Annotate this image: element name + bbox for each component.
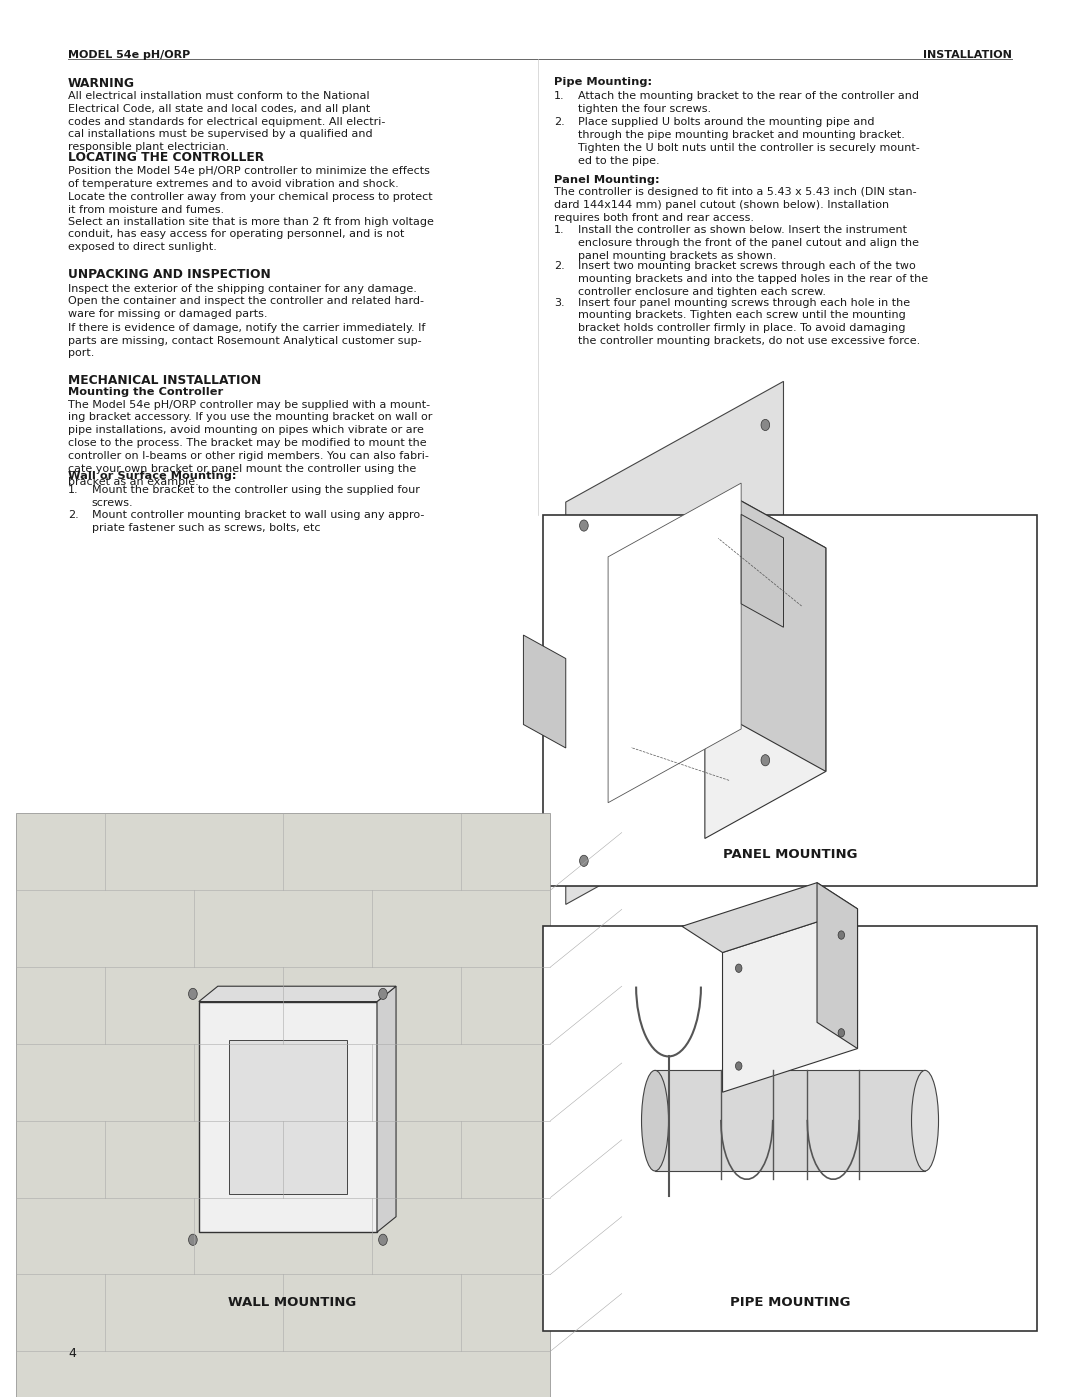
Text: bracket holds controller firmly in place. To avoid damaging: bracket holds controller firmly in place… (578, 323, 905, 334)
Text: pipe installations, avoid mounting on pipes which vibrate or are: pipe installations, avoid mounting on pi… (68, 425, 424, 436)
Text: tighten the four screws.: tighten the four screws. (578, 103, 711, 113)
Text: Attach the mounting bracket to the rear of the controller and: Attach the mounting bracket to the rear … (578, 91, 919, 101)
Text: 4: 4 (68, 1347, 76, 1359)
Text: UNPACKING AND INSPECTION: UNPACKING AND INSPECTION (68, 268, 271, 281)
Text: Electrical Code, all state and local codes, and all plant: Electrical Code, all state and local cod… (68, 103, 370, 113)
Text: enclosure through the front of the panel cutout and align the: enclosure through the front of the panel… (578, 237, 919, 247)
Text: MECHANICAL INSTALLATION: MECHANICAL INSTALLATION (68, 374, 261, 387)
Text: controller enclosure and tighten each screw.: controller enclosure and tighten each sc… (578, 286, 826, 298)
Text: exposed to direct sunlight.: exposed to direct sunlight. (68, 242, 217, 253)
Text: cal installations must be supervised by a qualified and: cal installations must be supervised by … (68, 130, 373, 140)
Text: Mount controller mounting bracket to wall using any appro-: Mount controller mounting bracket to wal… (92, 510, 424, 520)
Text: The Model 54e pH/ORP controller may be supplied with a mount-: The Model 54e pH/ORP controller may be s… (68, 400, 430, 409)
Text: mounting brackets. Tighten each screw until the mounting: mounting brackets. Tighten each screw un… (578, 310, 905, 320)
Text: screws.: screws. (92, 497, 134, 507)
Text: LOCATING THE CONTROLLER: LOCATING THE CONTROLLER (68, 151, 265, 163)
Text: dard 144x144 mm) panel cutout (shown below). Installation: dard 144x144 mm) panel cutout (shown bel… (554, 200, 889, 210)
Text: ware for missing or damaged parts.: ware for missing or damaged parts. (68, 309, 268, 320)
Text: controller on I-beams or other rigid members. You can also fabri-: controller on I-beams or other rigid mem… (68, 451, 429, 461)
Text: INSTALLATION: INSTALLATION (923, 50, 1012, 60)
Text: Wall or Surface Mounting:: Wall or Surface Mounting: (68, 471, 237, 481)
Text: Locate the controller away from your chemical process to protect: Locate the controller away from your che… (68, 191, 433, 203)
Text: it from moisture and fumes.: it from moisture and fumes. (68, 205, 225, 215)
Text: close to the process. The bracket may be modified to mount the: close to the process. The bracket may be… (68, 439, 427, 448)
Text: Panel Mounting:: Panel Mounting: (554, 175, 660, 184)
Text: Open the container and inspect the controller and related hard-: Open the container and inspect the contr… (68, 296, 424, 306)
Text: of temperature extremes and to avoid vibration and shock.: of temperature extremes and to avoid vib… (68, 179, 399, 189)
Text: conduit, has easy access for operating personnel, and is not: conduit, has easy access for operating p… (68, 229, 404, 239)
Text: Pipe Mounting:: Pipe Mounting: (554, 77, 652, 87)
Text: Insert four panel mounting screws through each hole in the: Insert four panel mounting screws throug… (578, 298, 910, 307)
Text: parts are missing, contact Rosemount Analytical customer sup-: parts are missing, contact Rosemount Ana… (68, 335, 421, 345)
Text: Insert two mounting bracket screws through each of the two: Insert two mounting bracket screws throu… (578, 261, 916, 271)
Text: 2.: 2. (554, 261, 565, 271)
Text: Tighten the U bolt nuts until the controller is securely mount-: Tighten the U bolt nuts until the contro… (578, 142, 919, 154)
Text: Inspect the exterior of the shipping container for any damage.: Inspect the exterior of the shipping con… (68, 284, 417, 293)
Text: Mount the bracket to the controller using the supplied four: Mount the bracket to the controller usin… (92, 485, 420, 495)
Text: 1.: 1. (554, 91, 565, 101)
Text: 2.: 2. (68, 510, 79, 520)
Text: through the pipe mounting bracket and mounting bracket.: through the pipe mounting bracket and mo… (578, 130, 905, 140)
Text: 1.: 1. (554, 225, 565, 235)
Text: requires both front and rear access.: requires both front and rear access. (554, 212, 754, 224)
Text: 1.: 1. (68, 485, 79, 495)
Text: Place supplied U bolts around the mounting pipe and: Place supplied U bolts around the mounti… (578, 117, 875, 127)
Text: All electrical installation must conform to the National: All electrical installation must conform… (68, 91, 369, 101)
Text: responsible plant electrician.: responsible plant electrician. (68, 142, 229, 152)
Text: Install the controller as shown below. Insert the instrument: Install the controller as shown below. I… (578, 225, 907, 235)
Text: panel mounting brackets as shown.: panel mounting brackets as shown. (578, 250, 777, 261)
Text: PIPE MOUNTING: PIPE MOUNTING (730, 1296, 850, 1309)
Text: MODEL 54e pH/ORP: MODEL 54e pH/ORP (68, 50, 190, 60)
Text: WALL MOUNTING: WALL MOUNTING (228, 1296, 356, 1309)
Text: bracket as an example.: bracket as an example. (68, 476, 199, 486)
Text: WARNING: WARNING (68, 77, 135, 89)
Text: Position the Model 54e pH/ORP controller to minimize the effects: Position the Model 54e pH/ORP controller… (68, 166, 430, 176)
Text: If there is evidence of damage, notify the carrier immediately. If: If there is evidence of damage, notify t… (68, 323, 426, 332)
Text: 3.: 3. (554, 298, 565, 307)
Text: port.: port. (68, 348, 94, 359)
Text: PANEL MOUNTING: PANEL MOUNTING (723, 848, 858, 861)
Text: Mounting the Controller: Mounting the Controller (68, 387, 224, 397)
Text: codes and standards for electrical equipment. All electri-: codes and standards for electrical equip… (68, 116, 386, 127)
Text: the controller mounting brackets, do not use excessive force.: the controller mounting brackets, do not… (578, 337, 920, 346)
Text: ing bracket accessory. If you use the mounting bracket on wall or: ing bracket accessory. If you use the mo… (68, 412, 432, 422)
Text: ed to the pipe.: ed to the pipe. (578, 156, 660, 166)
Text: mounting brackets and into the tapped holes in the rear of the: mounting brackets and into the tapped ho… (578, 274, 928, 284)
Text: Select an installation site that is more than 2 ft from high voltage: Select an installation site that is more… (68, 217, 434, 226)
Text: cate your own bracket or panel mount the controller using the: cate your own bracket or panel mount the… (68, 464, 416, 474)
Text: The controller is designed to fit into a 5.43 x 5.43 inch (DIN stan-: The controller is designed to fit into a… (554, 187, 917, 197)
Text: 2.: 2. (554, 117, 565, 127)
Text: priate fastener such as screws, bolts, etc: priate fastener such as screws, bolts, e… (92, 522, 321, 532)
